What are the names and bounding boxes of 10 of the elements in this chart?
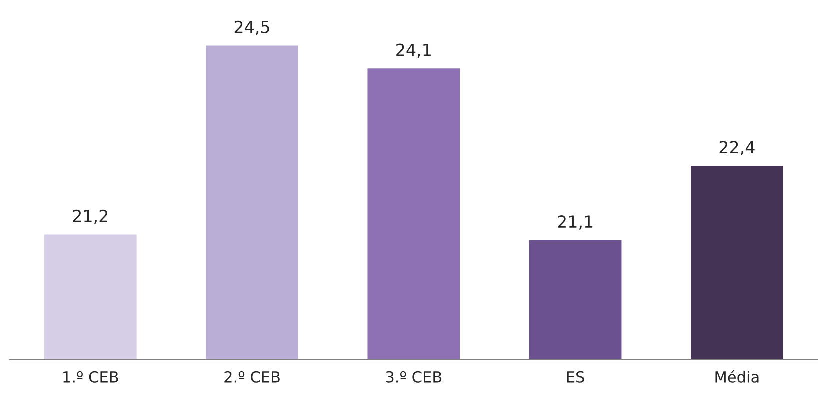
data-label: 24,5	[234, 20, 270, 36]
data-label: 21,2	[73, 210, 108, 224]
data-label: 24,1	[396, 44, 431, 58]
x-tick-label: Média	[716, 370, 759, 383]
x-tick-label: ES	[567, 371, 584, 383]
data-label: 22,4	[720, 141, 755, 156]
x-tick-label: 1.º CEB	[64, 371, 118, 383]
data-label: 21,1	[558, 216, 593, 230]
x-tick-label: 3.º CEB	[386, 371, 442, 383]
x-tick-label: 2.º CEB	[224, 371, 280, 383]
